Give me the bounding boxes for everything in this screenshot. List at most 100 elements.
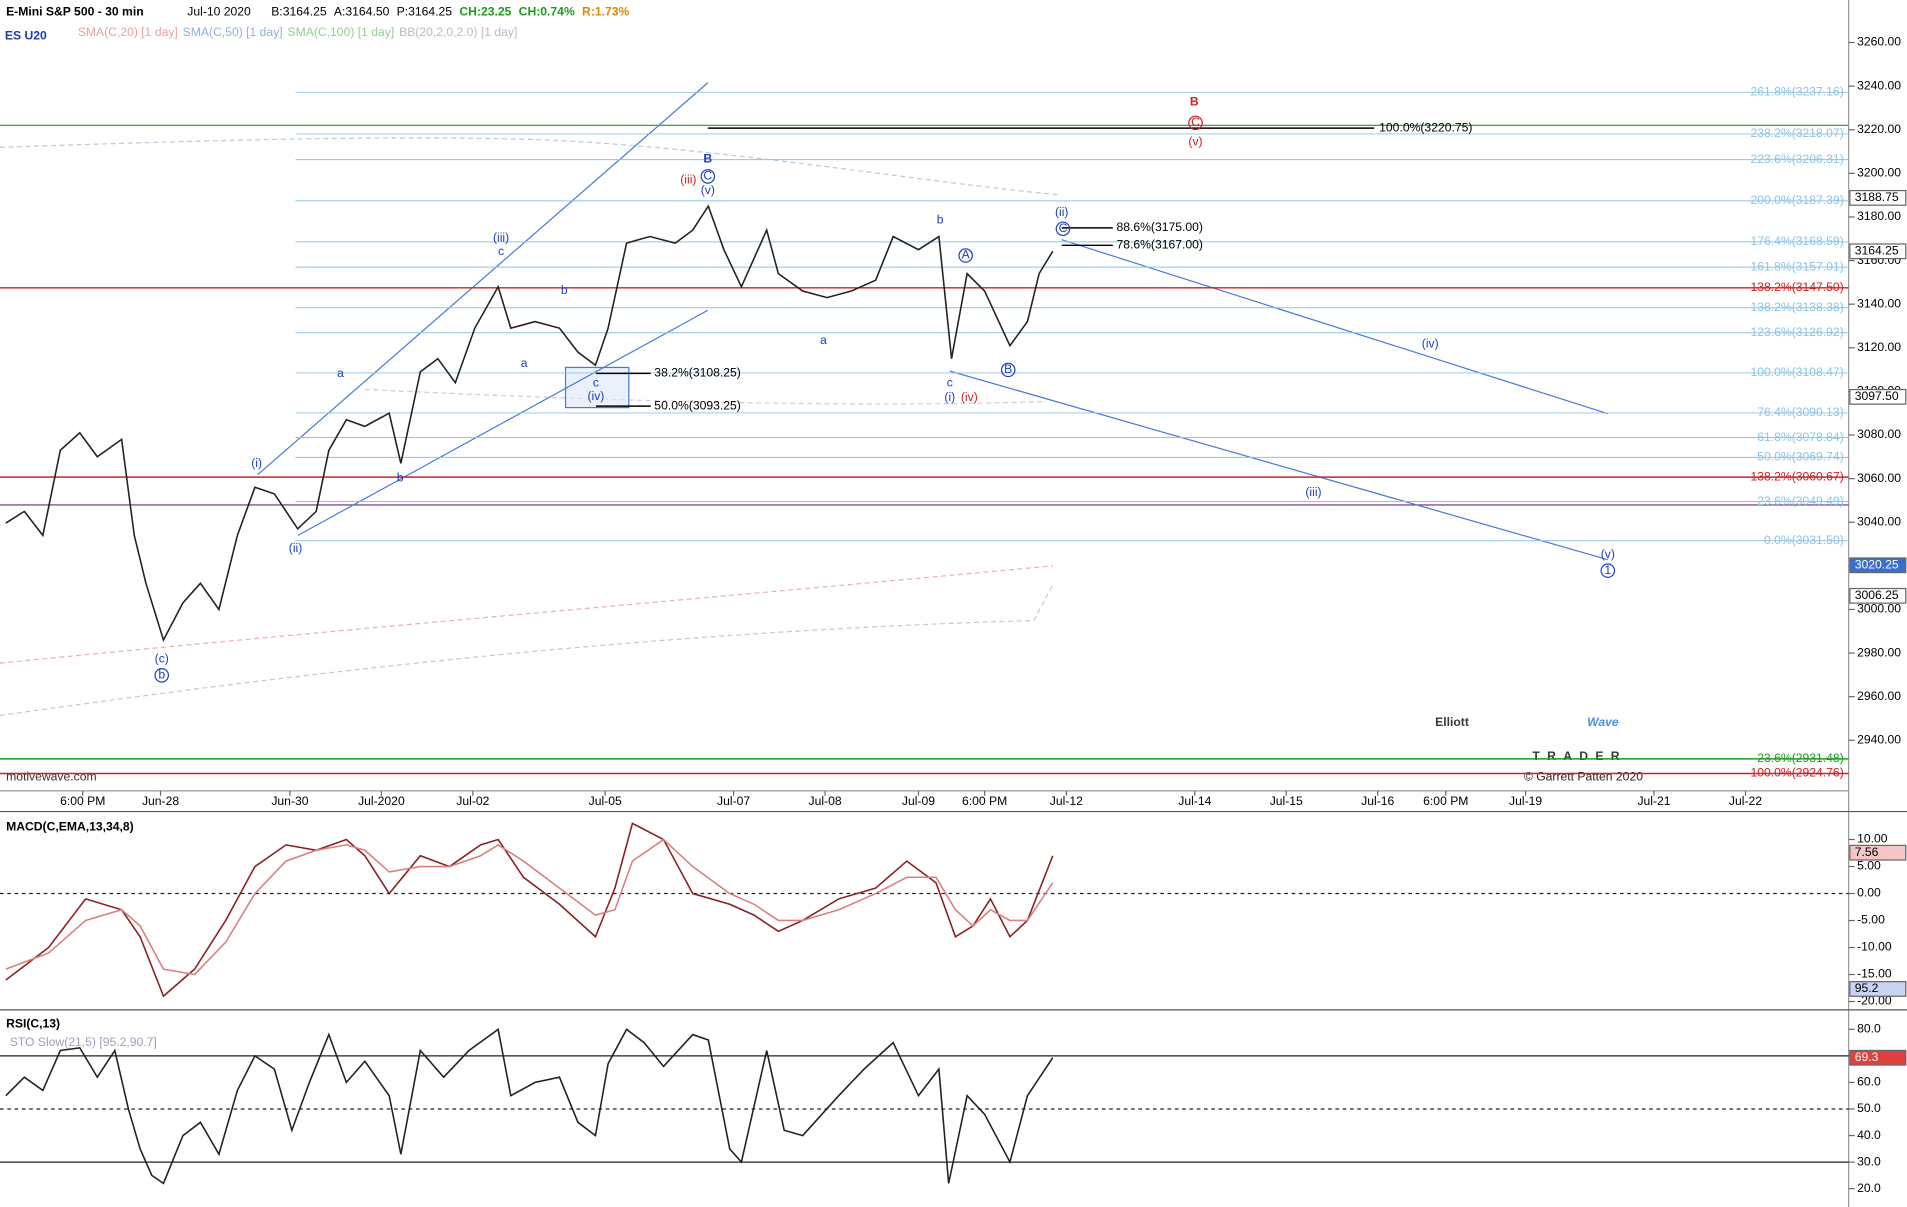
logo-word: Elliott (1435, 715, 1469, 729)
panel-title: MACD(C,EMA,13,34,8) (6, 820, 134, 834)
wave-label: 1 (1604, 563, 1611, 577)
x-tick-label: Jul-08 (809, 794, 842, 808)
trend-line (1061, 239, 1608, 415)
quote-field: CH:23.25 (459, 4, 511, 18)
fib-label: 88.6%(3175.00) (1116, 220, 1202, 234)
series-line (5, 822, 1054, 998)
fib-label: 100.0%(2924.76) (1750, 766, 1843, 780)
moving-average (0, 137, 1059, 196)
x-tick-label: Jul-15 (1270, 794, 1303, 808)
x-tick-label: Jul-21 (1637, 794, 1670, 808)
target-box (564, 366, 630, 409)
quote-field: CH:0.74% (519, 4, 575, 18)
wave-label: (iv) (1422, 337, 1439, 351)
y-tick-label: 3180.00 (1857, 209, 1901, 223)
y-tick-label: 40.0 (1857, 1128, 1881, 1142)
price-tag-label: 3097.50 (1855, 389, 1899, 403)
wave-label: (i) (944, 390, 955, 404)
fib-label: 23.6%(2931.48) (1757, 751, 1843, 765)
x-tick-label: Jul-02 (456, 794, 489, 808)
wave-label: a (521, 356, 528, 370)
price-tag (1849, 189, 1907, 206)
y-tick-label: 50.0 (1857, 1101, 1881, 1115)
wave-label: C (1191, 115, 1200, 129)
fib-label: 100.0%(3108.47) (1750, 365, 1843, 379)
wave-label: b (397, 470, 404, 484)
price-tag-label: 95.2 (1855, 981, 1879, 995)
date: Jul-10 2020 (187, 4, 251, 18)
trend-line (949, 370, 1608, 561)
wave-label: a (337, 366, 344, 380)
y-tick-label: -5.00 (1857, 913, 1885, 927)
wave-label: (iii) (493, 231, 509, 245)
fib-label: 50.0%(3069.74) (1757, 450, 1843, 464)
fib-label: 0.0%(3031.50) (1764, 533, 1844, 547)
price-tag-label: 69.3 (1855, 1050, 1879, 1064)
wave-circle (1000, 362, 1016, 378)
fib-label: 76.4%(3090.13) (1757, 405, 1843, 419)
fib-label: 138.2%(3138.38) (1750, 300, 1843, 314)
logo-credit: © Garrett Patten 2020 (1524, 770, 1643, 784)
indicator-legend: SMA(C,100) [1 day] (288, 25, 395, 39)
price-tag-label: 3188.75 (1855, 190, 1899, 204)
panel-title: RSI(C,13) (6, 1017, 60, 1031)
fib-label: 261.8%(3237.16) (1750, 85, 1843, 99)
y-tick-label: 2960.00 (1857, 689, 1901, 703)
wave-label: (iii) (680, 172, 696, 186)
wave-label: A (962, 248, 971, 262)
fib-label: 78.6%(3167.00) (1116, 238, 1202, 252)
x-tick-label: 6:00 PM (60, 794, 105, 808)
fib-label: 161.8%(3157.01) (1750, 259, 1843, 273)
wave-label: (ii) (289, 541, 302, 555)
price-tag (1849, 388, 1907, 405)
logo-word: TRADER (1532, 749, 1626, 763)
moving-average (0, 565, 1054, 664)
y-tick-label: 3040.00 (1857, 514, 1901, 528)
price-tag-label: 3006.25 (1855, 588, 1899, 602)
trend-line (297, 309, 709, 536)
wave-label: (v) (701, 183, 715, 197)
indicator-legend: SMA(C,20) [1 day] (78, 25, 178, 39)
wave-label: C (703, 169, 712, 183)
wave-label: (v) (1188, 135, 1202, 149)
quote-field: B:3164.25 (271, 4, 327, 18)
fib-label: 61.8%(3078.84) (1757, 430, 1843, 444)
price-tag (1849, 557, 1907, 574)
logo-word: Wave (1587, 715, 1619, 729)
y-tick-label: 3000.00 (1857, 602, 1901, 616)
bollinger-band (0, 583, 1054, 717)
wave-label: a (820, 333, 827, 347)
wave-label: (i) (251, 456, 262, 470)
fib-label: 176.4%(3168.59) (1750, 234, 1843, 248)
y-tick-label: 3220.00 (1857, 122, 1901, 136)
quote-field: P:3164.25 (397, 4, 453, 18)
source: motivewave.com (6, 770, 97, 784)
fib-label: 238.2%(3218.07) (1750, 126, 1843, 140)
y-tick-label: 3200.00 (1857, 166, 1901, 180)
series-line (5, 204, 1054, 643)
wave-circle (1600, 563, 1616, 578)
quote-field: R:1.73% (582, 4, 629, 18)
fib-label: 100.0%(3220.75) (1379, 120, 1472, 134)
wave-circle (1055, 221, 1071, 237)
wave-label: c (498, 244, 504, 258)
wave-circle (700, 169, 716, 184)
y-tick-label: 5.00 (1857, 859, 1881, 873)
instrument-title: E-Mini S&P 500 - 30 min (6, 4, 144, 18)
fib-label: 23.6%(3049.49) (1757, 494, 1843, 508)
y-tick-label: 30.0 (1857, 1154, 1881, 1168)
x-tick-label: Jun-30 (271, 794, 308, 808)
trend-line (257, 82, 709, 475)
wave-label: (iv) (587, 389, 604, 403)
fib-label: 138.2%(3147.50) (1750, 280, 1843, 294)
series-line (5, 838, 1054, 976)
fib-label: 123.6%(3126.92) (1750, 325, 1843, 339)
x-tick-label: Jul-12 (1050, 794, 1083, 808)
fib-label: 38.2%(3108.25) (654, 366, 740, 380)
price-tag-label: 3164.25 (1855, 244, 1899, 258)
symbol: ES U20 (5, 29, 47, 43)
indicator-legend: BB(20,2,0,2.0) [1 day] (399, 25, 517, 39)
wave-circle (958, 248, 973, 263)
